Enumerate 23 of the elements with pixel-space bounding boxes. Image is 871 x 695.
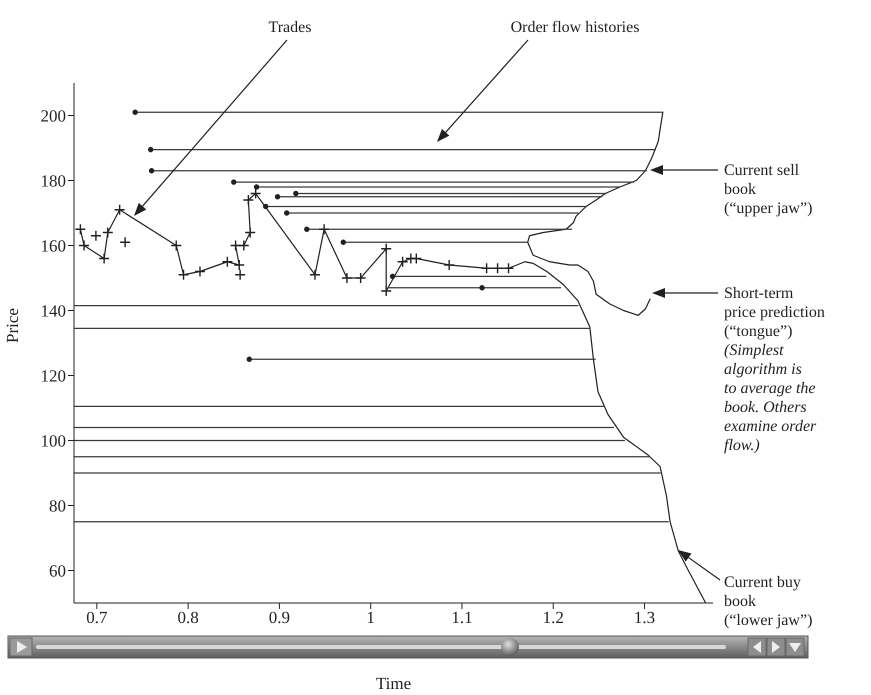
text: Short-term price prediction (“tongue”) — [724, 285, 825, 340]
x-axis-title: Time — [376, 674, 412, 693]
y-tick-label: 60 — [49, 562, 66, 581]
y-tick-label: 200 — [40, 106, 66, 126]
y-tick-label: 80 — [49, 496, 66, 516]
text: Order flow histories — [510, 19, 640, 36]
x-tick-label: 1 — [366, 608, 375, 628]
text: (Simplest algorithm is to average the book. Others examine order flow.) — [724, 342, 818, 454]
y-tick-label: 140 — [40, 302, 66, 321]
x-tick-label: 1.2 — [542, 608, 564, 628]
text: Trades — [268, 19, 312, 36]
x-tick-label: 0.7 — [86, 608, 108, 628]
x-tick-label: 1.1 — [451, 608, 473, 628]
text: Current buy book (“lower jaw”) — [724, 574, 812, 629]
x-tick-label: 0.9 — [268, 608, 290, 628]
x-tick-label: 0.8 — [177, 608, 199, 628]
text: Current sell book (“upper jaw”) — [724, 162, 812, 217]
y-tick-label: 180 — [40, 172, 66, 191]
x-tick-label: 1.3 — [634, 608, 656, 628]
y-tick-label: 160 — [40, 236, 66, 256]
y-tick-label: 100 — [40, 432, 66, 451]
y-tick-label: 120 — [40, 366, 66, 386]
y-axis-title: Price — [3, 308, 22, 343]
